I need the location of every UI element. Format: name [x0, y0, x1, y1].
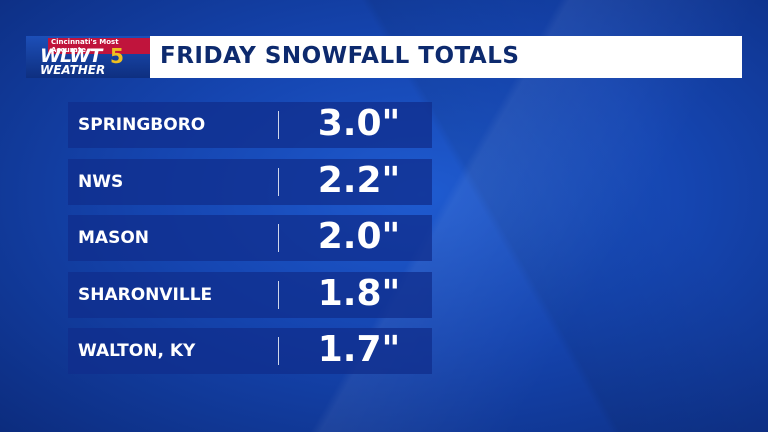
logo-call-sign: WLWT — [40, 45, 102, 67]
snowfall-total: 1.7" — [317, 329, 401, 370]
location-name: SHARONVILLE — [78, 284, 213, 305]
location-name: WALTON, KY — [78, 341, 196, 361]
station-logo: Cincinnati's Most Accurate WLWT 5 WEATHE… — [26, 36, 150, 78]
snowfall-total: 2.0" — [317, 216, 401, 257]
snowfall-total: 2.2" — [317, 159, 401, 201]
row-divider — [278, 224, 279, 252]
row-divider — [278, 167, 279, 196]
header-bar: Cincinnati's Most Accurate WLWT 5 WEATHE… — [26, 36, 742, 78]
location-name: MASON — [78, 228, 149, 248]
location-name: NWS — [78, 171, 124, 192]
row-divider — [278, 111, 279, 139]
logo-channel: 5 — [110, 44, 124, 68]
title: FRIDAY SNOWFALL TOTALS — [160, 43, 520, 69]
row-divider — [278, 280, 279, 309]
snowfall-total: 3.0" — [317, 103, 401, 144]
logo-tagline: Cincinnati's Most Accurate — [48, 38, 150, 54]
location-name: SPRINGBORO — [78, 115, 206, 135]
logo-brand: WEATHER — [40, 63, 106, 77]
table-row: WALTON, KY 1.7" — [68, 328, 432, 374]
snowfall-total: 1.8" — [317, 272, 401, 314]
row-divider — [278, 337, 279, 365]
table-row: SPRINGBORO 3.0" — [68, 102, 432, 148]
table-row: SHARONVILLE 1.8" — [68, 271, 432, 318]
table-row: NWS 2.2" — [68, 158, 432, 205]
table-row: MASON 2.0" — [68, 215, 432, 261]
